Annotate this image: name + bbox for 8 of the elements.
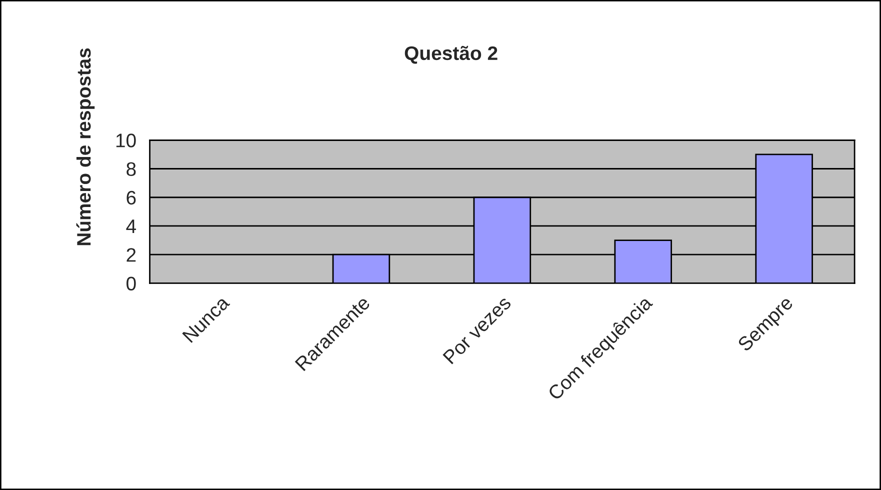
y-tick-label: 8 [126,162,136,176]
y-tick-label: 10 [116,134,136,148]
y-tick-label: 0 [126,276,136,290]
chart-title: Questão 2 [404,46,498,64]
y-tick-label: 4 [126,220,136,234]
y-tick-label: 2 [126,248,136,262]
y-tick-label: 6 [126,190,136,205]
y-axis-title: Número de respostas [76,48,95,246]
